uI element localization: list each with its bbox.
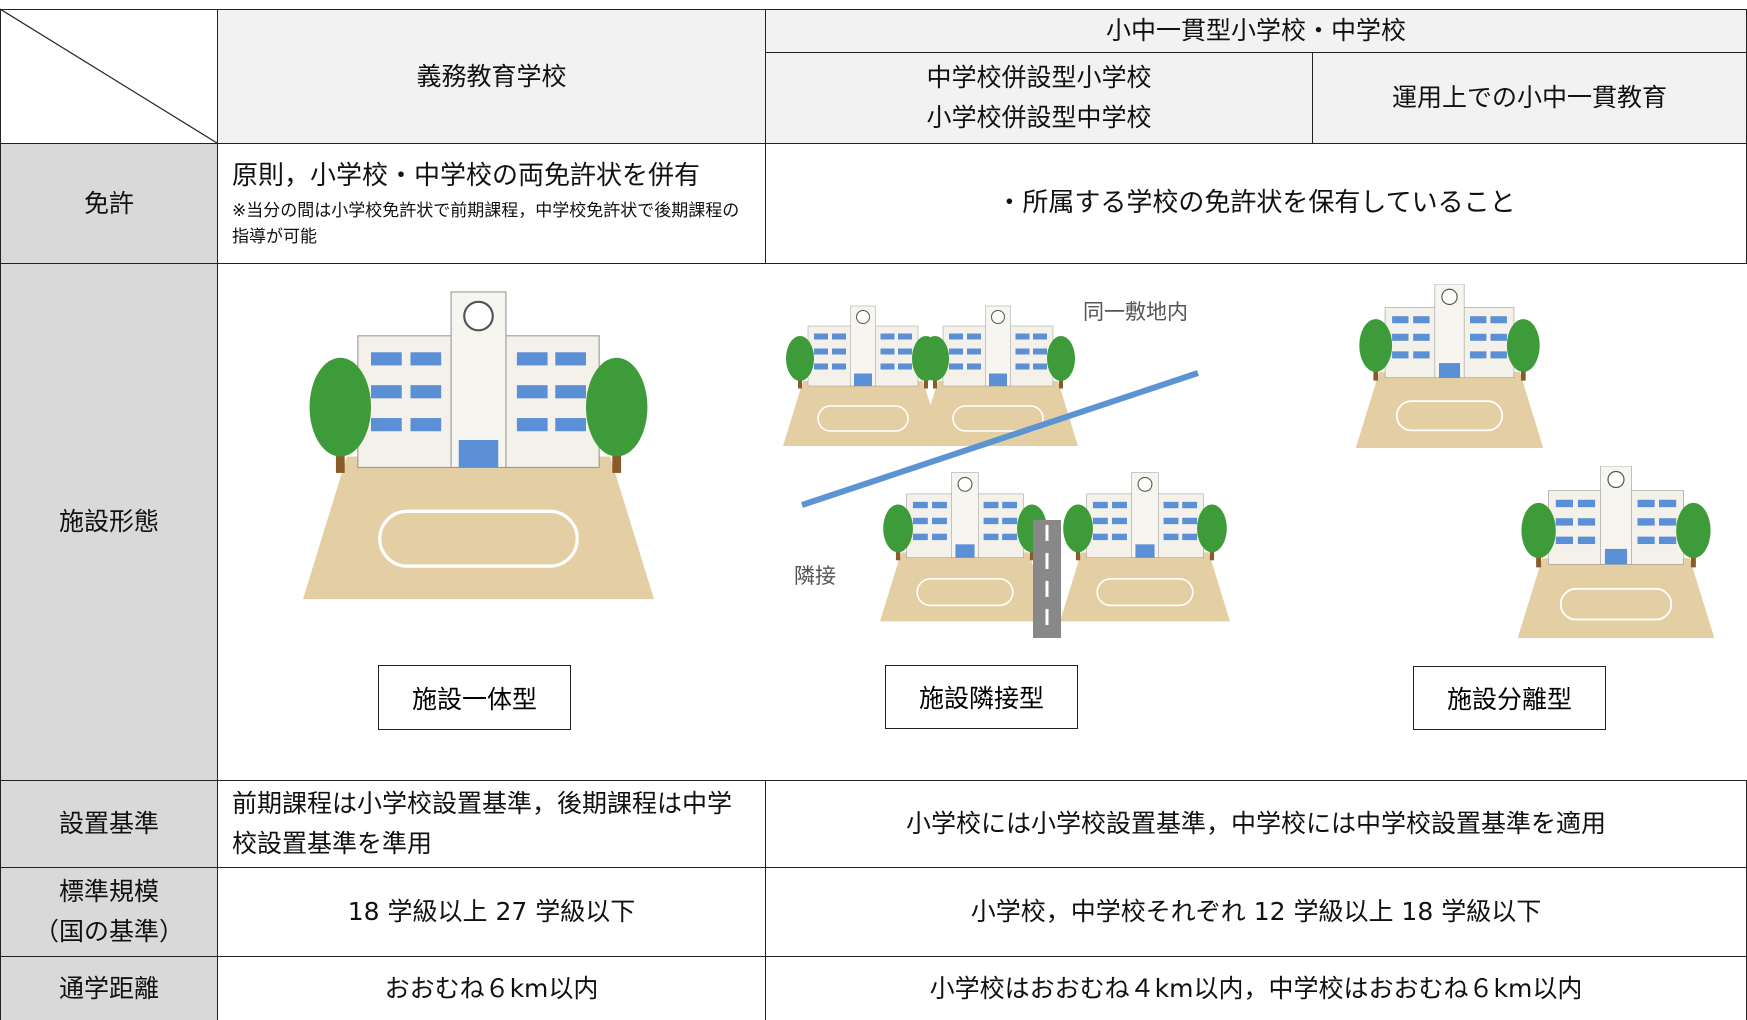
- cell-text: ・所属する学校の免許状を保有していること: [996, 187, 1516, 218]
- annotation: 隣接: [794, 564, 836, 588]
- header-text: 小中一貫型小学校・中学校: [1105, 16, 1406, 45]
- cell: 小学校，中学校それぞれ 12 学級以上 18 学級以下: [765, 867, 1747, 957]
- header-text: 中学校併設型小学校: [926, 63, 1152, 92]
- label-text: 通学距離: [58, 973, 159, 1003]
- cell: 18 学級以上 27 学級以下: [217, 867, 766, 957]
- label-text: 標準規模: [58, 877, 159, 906]
- label-text: （国の基準）: [33, 917, 184, 946]
- cell: 小学校はおおむね４km以内，中学校はおおむね６km以内: [765, 956, 1747, 1020]
- cell-text: 小学校はおおむね４km以内，中学校はおおむね６km以内: [929, 973, 1583, 1003]
- header-text: 義務教育学校: [416, 61, 567, 91]
- header-cell: 中学校併設型小学校 小学校併設型中学校: [765, 52, 1313, 144]
- header-cell: 小中一貫型小学校・中学校: [765, 9, 1747, 53]
- cell-text: おおむね６km以内: [384, 973, 599, 1003]
- cell: おおむね６km以内: [217, 956, 766, 1020]
- cell: 小学校には小学校設置基準，中学校には中学校設置基準を適用: [765, 780, 1747, 868]
- header-text: 運用上での小中一貫教育: [1391, 83, 1667, 112]
- cell-text: 小学校，中学校それぞれ 12 学級以上 18 学級以下: [970, 897, 1542, 926]
- row-label: 通学距離: [0, 956, 218, 1020]
- cell: 前期課程は小学校設置基準，後期課程は中学校設置基準を準用: [217, 780, 766, 868]
- annotation: 同一敷地内: [1083, 300, 1188, 324]
- cell-text: 前期課程は小学校設置基準，後期課程は中学校設置基準を準用: [232, 789, 733, 858]
- label-text: 設置基準: [58, 809, 159, 838]
- header-cell: 運用上での小中一貫教育: [1312, 52, 1747, 144]
- row-label: 設置基準: [0, 780, 218, 868]
- cell: 原則，小学校・中学校の両免許状を併有 ※当分の間は小学校免許状で前期課程，中学校免…: [217, 143, 766, 264]
- header-cell: 義務教育学校: [217, 9, 766, 144]
- label-text: 施設形態: [58, 507, 159, 536]
- label-text: 免許: [83, 188, 134, 218]
- cell: ・所属する学校の免許状を保有していること: [765, 143, 1747, 264]
- cell-text: 18 学級以上 27 学級以下: [347, 897, 636, 926]
- cell-text: 小学校には小学校設置基準，中学校には中学校設置基準を適用: [905, 809, 1606, 838]
- type-label: 施設隣接型: [885, 665, 1078, 729]
- type-label: 施設一体型: [378, 665, 571, 730]
- note-text: ※当分の間は小学校免許状で前期課程，中学校免許状で後期課程の指導が可能: [232, 200, 740, 248]
- row-label: 施設形態: [0, 263, 218, 781]
- type-label: 施設分離型: [1413, 666, 1606, 730]
- corner-cell: [0, 9, 218, 144]
- cell-text: 原則，小学校・中学校の両免許状を併有: [232, 161, 701, 192]
- row-label: 免許: [0, 143, 218, 264]
- header-text: 小学校併設型中学校: [926, 103, 1152, 132]
- row-label: 標準規模 （国の基準）: [0, 867, 218, 957]
